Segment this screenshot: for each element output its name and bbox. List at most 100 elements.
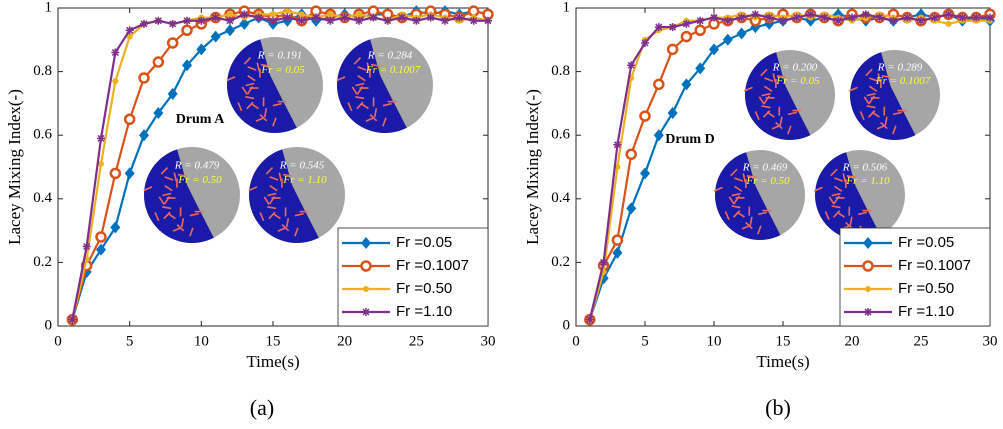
particle <box>764 77 774 82</box>
particle <box>833 210 841 218</box>
particle <box>741 224 751 230</box>
marker <box>467 5 480 17</box>
marker <box>875 13 884 22</box>
marker <box>654 23 663 32</box>
marker <box>196 43 207 56</box>
marker <box>412 16 421 25</box>
particle <box>285 218 290 228</box>
x-tick-label: 30 <box>481 333 496 349</box>
drum-label: Drum D <box>665 132 714 147</box>
particle <box>743 86 753 92</box>
inset-image: R = 0.284 Fr = 0.1007 <box>336 37 433 133</box>
particle <box>356 101 364 110</box>
particle <box>177 173 187 177</box>
inset-r: R = 0.479 <box>174 160 220 172</box>
marker <box>613 140 622 149</box>
particle <box>382 102 392 107</box>
particle <box>366 62 371 72</box>
marker <box>226 16 234 25</box>
marker <box>126 33 133 40</box>
marker <box>917 16 925 25</box>
marker <box>68 315 77 324</box>
marker <box>111 48 120 57</box>
caption: (a) <box>250 395 274 420</box>
particle <box>167 212 176 220</box>
marker <box>779 16 787 25</box>
particle <box>260 63 270 67</box>
marker <box>139 129 149 142</box>
particle <box>373 108 378 118</box>
inset-fr: Fr = 0.05 <box>260 64 305 76</box>
marker <box>484 16 492 25</box>
particle <box>160 166 169 175</box>
particle <box>869 85 878 92</box>
y-tick-label: 0.8 <box>551 63 570 79</box>
particle <box>163 211 171 220</box>
particle <box>779 116 783 126</box>
marker <box>641 38 649 47</box>
particle <box>263 108 268 118</box>
particle <box>731 205 741 209</box>
marker <box>682 19 691 28</box>
marker <box>297 16 306 25</box>
particle <box>884 116 888 126</box>
particle <box>733 210 741 218</box>
legend-label: Fr =0.50 <box>898 280 954 297</box>
marker <box>298 11 305 18</box>
marker <box>455 13 464 22</box>
particle <box>347 102 353 112</box>
marker <box>666 43 679 56</box>
marker <box>820 13 829 22</box>
marker <box>254 13 263 22</box>
marker <box>611 234 624 246</box>
marker <box>723 16 732 25</box>
x-tick-label: 5 <box>641 333 649 349</box>
particle <box>282 173 292 177</box>
x-tick-label: 0 <box>54 333 62 349</box>
particle <box>892 111 902 116</box>
inset-fr: Fr = 0.1007 <box>365 64 421 76</box>
marker <box>82 242 91 251</box>
particle <box>734 177 744 182</box>
legend: Fr =0.05 Fr =0.1007 Fr =0.50 Fr =1.10 <box>839 227 991 327</box>
marker <box>972 13 981 22</box>
marker <box>861 10 870 19</box>
particle <box>154 212 160 222</box>
particle <box>865 68 873 77</box>
particle <box>259 212 265 222</box>
marker <box>639 110 651 122</box>
particle <box>370 63 380 67</box>
inset-r: R = 0.284 <box>367 50 413 62</box>
marker <box>110 221 121 234</box>
particle <box>831 192 841 197</box>
inset-image: R = 0.191 Fr = 0.05 <box>226 37 323 133</box>
marker <box>125 26 134 35</box>
particle <box>365 116 375 122</box>
particle <box>761 105 771 109</box>
particle <box>162 192 172 197</box>
marker <box>599 258 608 267</box>
inset-image: R = 0.545 Fr = 1.10 <box>248 147 345 243</box>
particle <box>255 116 265 122</box>
particle <box>265 166 274 175</box>
y-tick-label: 0.6 <box>551 127 570 143</box>
particle <box>164 176 174 181</box>
particle <box>824 211 830 220</box>
particle <box>180 218 185 228</box>
legend-label: Fr =0.1007 <box>898 257 971 274</box>
particle <box>892 125 897 135</box>
y-tick-label: 0 <box>45 317 53 333</box>
particle <box>754 111 760 120</box>
marker <box>944 10 953 19</box>
marker <box>653 78 665 91</box>
particle <box>355 96 365 100</box>
marker <box>312 13 320 22</box>
particle <box>834 185 843 192</box>
particle <box>828 196 835 205</box>
particle <box>731 192 741 197</box>
particle <box>336 76 346 82</box>
marker <box>152 56 165 68</box>
marker <box>225 24 235 37</box>
x-tick-label: 10 <box>707 333 722 349</box>
